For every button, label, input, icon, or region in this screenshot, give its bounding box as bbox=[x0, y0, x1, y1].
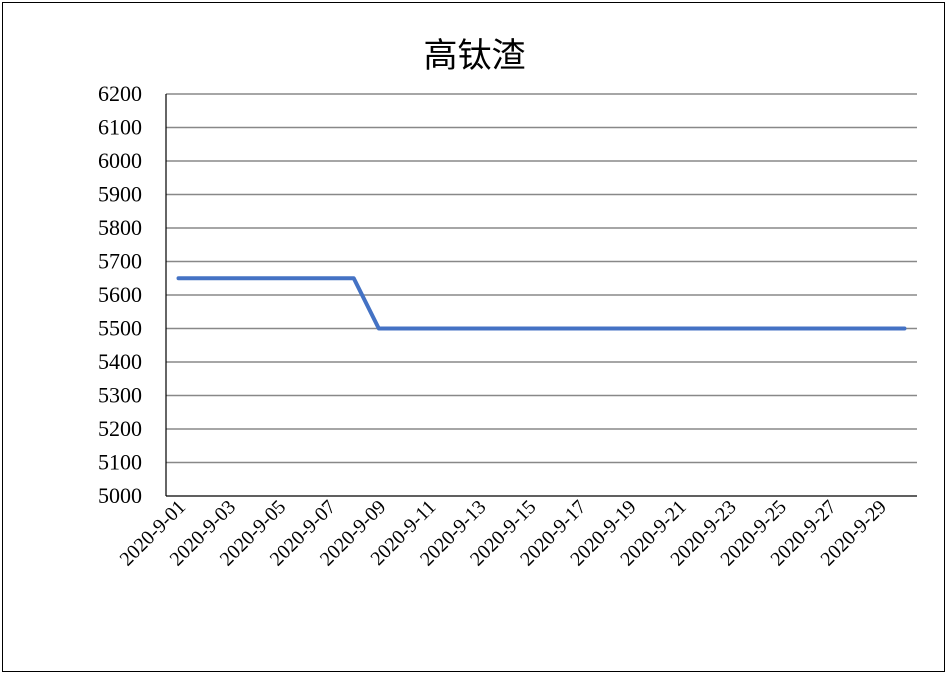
y-tick-label: 6200 bbox=[98, 81, 142, 106]
y-tick-label: 5700 bbox=[98, 249, 142, 274]
y-tick-label: 5100 bbox=[98, 450, 142, 475]
y-tick-label: 5500 bbox=[98, 316, 142, 341]
y-tick-label: 5400 bbox=[98, 349, 142, 374]
y-tick-label: 5000 bbox=[98, 483, 142, 508]
y-tick-label: 5800 bbox=[98, 215, 142, 240]
chart-title: 高钛渣 bbox=[423, 36, 526, 76]
y-tick-label: 5900 bbox=[98, 182, 142, 207]
y-tick-label: 6100 bbox=[98, 115, 142, 140]
y-tick-label: 5300 bbox=[98, 383, 142, 408]
y-tick-label: 5600 bbox=[98, 282, 142, 307]
y-tick-label: 6000 bbox=[98, 148, 142, 173]
y-tick-label: 5200 bbox=[98, 416, 142, 441]
series-line bbox=[176, 276, 907, 331]
